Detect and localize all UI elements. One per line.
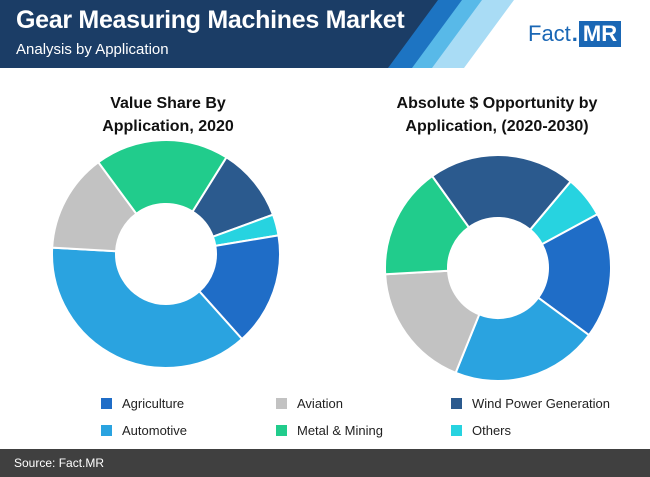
- legend-item-others: Others: [451, 423, 511, 438]
- slice-metal-and-mining: [96, 139, 228, 216]
- chart-title-absolute-opportunity-line-2: Application, (2020-2030): [405, 118, 589, 135]
- legend-item-automotive: Automotive: [101, 423, 187, 438]
- slice-automotive: [454, 296, 591, 382]
- header-background: [0, 0, 514, 68]
- page-subtitle: Analysis by Application: [16, 41, 169, 58]
- legend-label-wind-power-generation: Wind Power Generation: [472, 396, 611, 411]
- logo-text-dot: .: [571, 21, 578, 46]
- logo-text-fact: Fact: [528, 21, 571, 46]
- chart-legend: Agriculture Aviation Wind Power Generation…: [0, 388, 650, 444]
- header-stripe-dark: [0, 0, 438, 68]
- legend-swatch-automotive: [101, 425, 112, 436]
- slice-wind-power-generation: [430, 154, 573, 232]
- legend-label-others: Others: [472, 423, 512, 438]
- chart-title-absolute-opportunity: Absolute $ Opportunity by Application, (…: [367, 92, 627, 138]
- header-banner: Gear Measuring Machines Market Analysis …: [0, 0, 650, 68]
- footer-bar: Source: Fact.MR: [0, 449, 650, 477]
- slice-agriculture: [536, 212, 612, 337]
- legend-label-agriculture: Agriculture: [122, 396, 185, 411]
- legend-item-metal-and-mining: Metal & Mining: [276, 423, 383, 438]
- donut-chart-value-share: [51, 139, 281, 369]
- source-note: Source: Fact.MR: [14, 456, 105, 470]
- donut-chart-absolute-opportunity: [384, 154, 612, 382]
- chart-title-value-share: Value Share By Application, 2020: [38, 92, 298, 138]
- slice-aviation: [384, 269, 481, 375]
- chart-title-absolute-opportunity-line-1: Absolute $ Opportunity by: [396, 95, 598, 112]
- legend-item-agriculture: Agriculture: [101, 396, 184, 411]
- slice-automotive: [51, 246, 244, 369]
- legend-swatch-others: [451, 425, 462, 436]
- legend-swatch-wind-power-generation: [451, 398, 462, 409]
- legend-swatch-aviation: [276, 398, 287, 409]
- legend-item-wind-power-generation: Wind Power Generation: [451, 396, 610, 411]
- chart-title-value-share-line-1: Value Share By: [110, 95, 226, 112]
- legend-swatch-metal-and-mining: [276, 425, 287, 436]
- logo-text-mr: MR: [578, 21, 622, 47]
- legend-label-automotive: Automotive: [122, 423, 188, 438]
- legend-item-aviation: Aviation: [276, 396, 343, 411]
- page-title: Gear Measuring Machines Market: [16, 6, 405, 34]
- legend-label-metal-and-mining: Metal & Mining: [297, 423, 383, 438]
- chart-title-value-share-line-2: Application, 2020: [102, 118, 234, 135]
- legend-swatch-agriculture: [101, 398, 112, 409]
- factmr-logo: Fact . MR: [528, 19, 622, 49]
- legend-label-aviation: Aviation: [297, 396, 344, 411]
